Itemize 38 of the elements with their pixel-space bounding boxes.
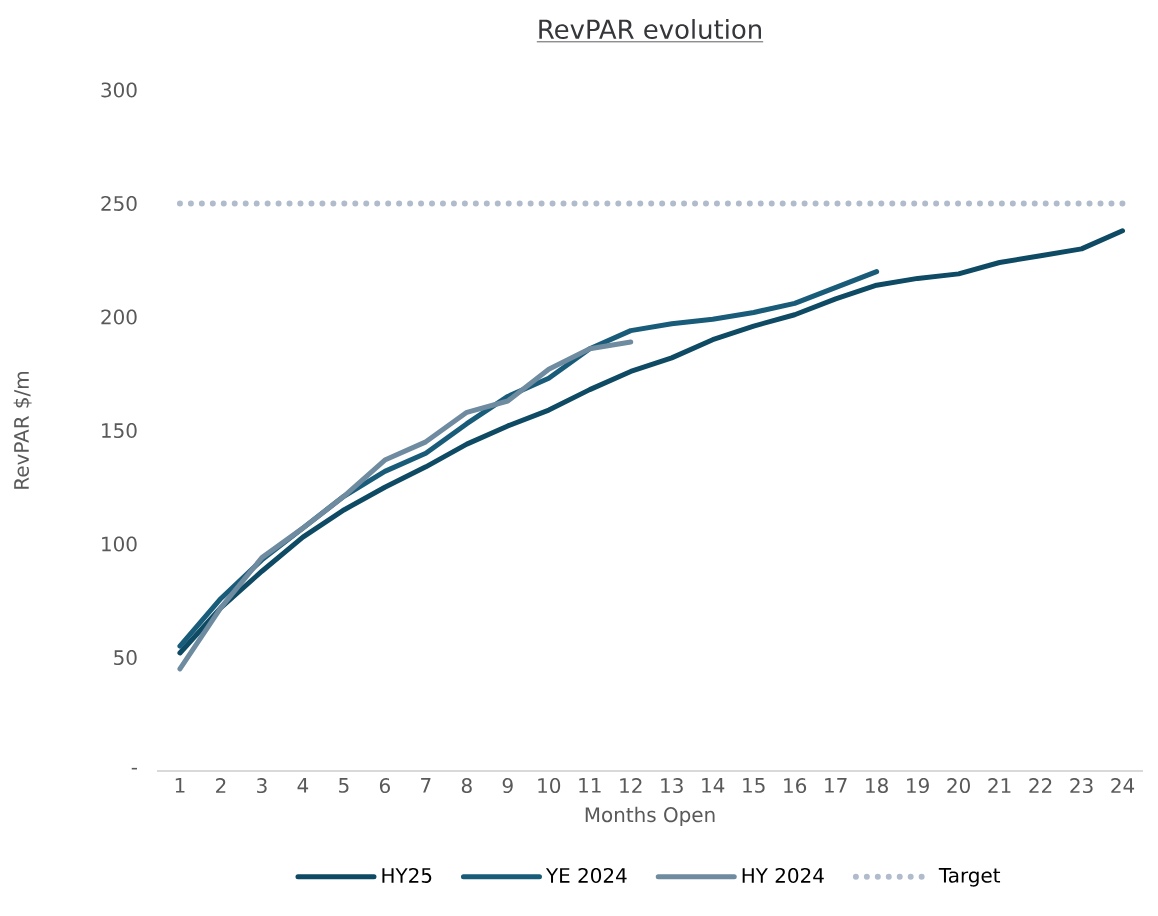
y-tick-label: 200	[101, 309, 137, 325]
x-tick-label: 10	[538, 778, 561, 794]
x-axis-title: Months Open	[585, 806, 715, 827]
x-tick-label: 15	[743, 778, 765, 793]
legend-label: HY25	[382, 867, 432, 883]
x-tick-label: 11	[579, 778, 601, 793]
y-tick-label: -	[131, 767, 137, 770]
x-tick-label: 9	[502, 778, 513, 794]
y-tick-label: 250	[101, 195, 137, 212]
x-tick-label: 1	[175, 778, 185, 793]
x-tick-label: 8	[461, 778, 472, 794]
legend-label: HY 2024	[742, 867, 824, 883]
x-tick-label: 3	[257, 778, 267, 794]
legend-label: Target	[938, 868, 1001, 887]
x-tick-label: 18	[866, 778, 888, 794]
x-tick-label: 7	[421, 778, 431, 793]
x-tick-label: 4	[297, 778, 309, 793]
x-tick-label: 20	[947, 778, 970, 794]
x-tick-label: 23	[1070, 778, 1093, 794]
x-tick-label: 21	[988, 778, 1011, 793]
y-tick-label: 50	[114, 649, 137, 666]
y-tick-label: 300	[101, 82, 137, 98]
x-tick-label: 12	[620, 778, 642, 793]
x-tick-label: 16	[784, 778, 807, 794]
x-tick-label: 17	[825, 778, 847, 793]
chart-title: RevPAR evolution	[539, 18, 761, 40]
x-tick-label: 13	[661, 778, 683, 794]
x-tick-label: 2	[216, 778, 226, 793]
y-tick-label: 100	[102, 536, 137, 552]
x-tick-label: 24	[1111, 778, 1135, 793]
x-tick-label: 14	[702, 778, 725, 793]
x-tick-label: 22	[1029, 778, 1052, 793]
x-tick-label: 5	[339, 778, 349, 793]
legend-label: YE 2024	[545, 867, 627, 883]
y-tick-label: 150	[102, 422, 137, 439]
y-axis-title: RevPAR $/m	[13, 372, 32, 489]
x-tick-label: 19	[907, 778, 929, 794]
x-tick-label: 6	[379, 778, 390, 794]
